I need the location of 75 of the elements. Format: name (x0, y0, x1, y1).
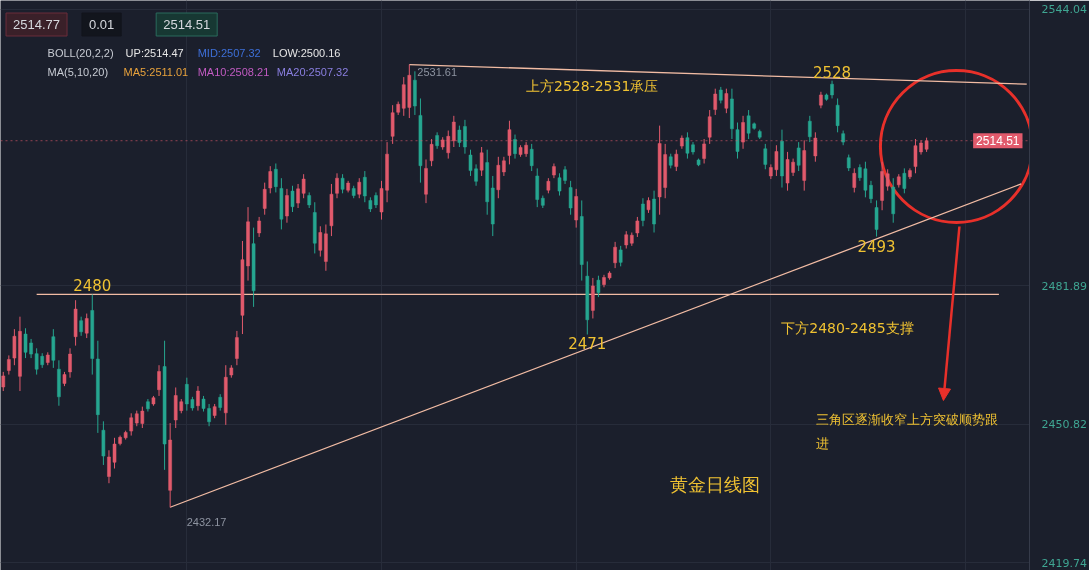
candlestick (641, 197, 645, 227)
annotation: MA10:2508.21 (197, 65, 270, 78)
candlestick (285, 188, 289, 224)
candlestick (129, 412, 133, 437)
annotation: 2531.61 (417, 65, 458, 78)
y-tick-label: 2419.74 (1041, 556, 1087, 570)
ref-line-label: 2514.51 (976, 134, 1020, 149)
candlestick (635, 216, 640, 238)
candlestick (852, 167, 857, 193)
candlestick (340, 173, 345, 194)
candlestick (618, 245, 623, 267)
candlestick (808, 115, 812, 143)
candlestick (157, 364, 161, 397)
candlestick (357, 177, 362, 199)
annotation: 2471 (568, 335, 607, 354)
candlestick (568, 180, 573, 216)
candlestick (902, 167, 907, 194)
y-tick-label: 2481.89 (1041, 279, 1087, 293)
candlestick (479, 146, 484, 177)
candlestick (196, 385, 200, 412)
annotation: 2514.51 (163, 17, 211, 32)
candlestick (84, 313, 89, 339)
candlestick (596, 275, 601, 298)
candlestick (257, 216, 261, 238)
candlestick (741, 115, 745, 150)
annotation: 2432.17 (186, 515, 227, 528)
candlestick (796, 141, 801, 172)
candlestick (702, 138, 706, 164)
candlestick (763, 143, 768, 170)
annotation: 2514.77 (13, 17, 61, 32)
candlestick (452, 115, 456, 148)
candlestick (529, 143, 534, 172)
candlestick (813, 131, 818, 163)
candlestick (268, 165, 273, 194)
candlestick (674, 149, 679, 172)
candlestick (874, 199, 879, 238)
candlestick (502, 156, 506, 177)
text: 黄金日线图 (670, 474, 761, 495)
candlestick (613, 241, 617, 269)
candlestick (68, 347, 72, 379)
candlestick (713, 88, 718, 116)
candlestick (335, 172, 339, 199)
annotation: 0.01 (88, 17, 115, 32)
annotation: UP:2514.47 (125, 46, 184, 59)
candlestick (724, 88, 729, 114)
y-tick-label: 2544.04 (1041, 3, 1087, 17)
candlestick (574, 188, 578, 229)
candlestick (290, 185, 295, 213)
candlestick (51, 328, 56, 369)
candlestick (7, 354, 11, 376)
annotation: MID:2507.32 (197, 46, 261, 59)
annotation: MA20:2507.32 (276, 65, 349, 78)
annotation: 2480 (73, 277, 112, 296)
annotation: 2528 (812, 63, 852, 82)
candlestick (535, 167, 540, 208)
annotation: 三角区逐渐收窄上方突破顺势跟进 (816, 411, 999, 451)
candlestick (735, 122, 740, 160)
annotation: MA(5,10,20) (47, 65, 109, 78)
annotation: MA5:2511.01 (123, 65, 189, 78)
candlestick (835, 97, 840, 133)
candlestick (513, 134, 517, 160)
annotation: LOW:2500.16 (272, 46, 341, 59)
candlestick (1, 371, 6, 392)
annotation: 上方2528-2531承压 (526, 77, 659, 94)
annotation: 2493 (857, 237, 896, 256)
annotation: 下方2480-2485支撑 (781, 319, 914, 336)
candlestick (363, 170, 367, 203)
annotation: BOLL(20,2,2) (47, 46, 114, 59)
candlestick (274, 162, 278, 193)
candlestick (429, 138, 434, 167)
candlestick (79, 316, 83, 337)
candlestick (262, 182, 267, 216)
candlestick (707, 109, 712, 145)
y-tick-label: 2450.82 (1041, 418, 1087, 432)
candlestick (235, 330, 239, 366)
